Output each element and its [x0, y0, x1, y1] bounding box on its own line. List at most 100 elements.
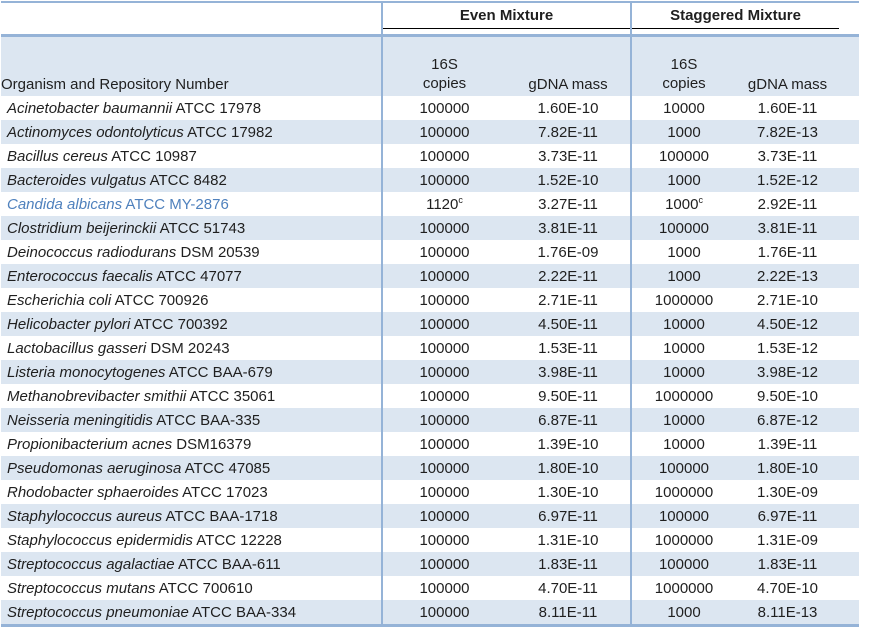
table-row: Candida albicans ATCC MY-2876 1120c 3.27… — [1, 192, 859, 216]
staggered-16s-copies-cell: 1000000 — [630, 384, 736, 408]
even-16s-copies-header: 16S copies — [381, 34, 506, 96]
filler-cell — [839, 528, 859, 552]
even-16s-copies-cell: 100000 — [381, 504, 506, 528]
staggered-16s-copies-cell: 10000 — [630, 408, 736, 432]
copies-label: copies — [422, 75, 467, 92]
table-row: Propionibacterium acnes DSM16379 100000 … — [1, 432, 859, 456]
organism-name: Pseudomonas aeruginosa — [7, 459, 182, 477]
mixture-composition-table: Even Mixture Staggered Mixture Organism … — [1, 1, 859, 627]
repository-number: ATCC 47085 — [184, 459, 271, 477]
even-16s-copies-cell: 100000 — [381, 336, 506, 360]
staggered-gdna-mass-header: gDNA mass — [736, 34, 839, 96]
organism-name: Lactobacillus gasseri — [7, 339, 147, 357]
filler-cell — [839, 96, 859, 120]
staggered-16s-copies-cell: 1000 — [630, 600, 736, 627]
even-gdna-mass-cell: 1.39E-10 — [537, 435, 599, 453]
organism-cell: Deinococcus radiodurans DSM 20539 — [1, 240, 382, 264]
staggered-gdna-mass-cell: 9.50E-10 — [757, 387, 818, 405]
even-16s-copies-cell: 100000 — [381, 456, 506, 480]
filler-cell — [839, 264, 859, 288]
even-gdna-mass-cell: 2.22E-11 — [538, 267, 598, 285]
staggered-gdna-mass-cell: 1.52E-12 — [757, 171, 818, 189]
even-gdna-mass-cell: 4.50E-11 — [538, 315, 598, 333]
staggered-gdna-mass-cell: 4.50E-12 — [757, 315, 818, 333]
staggered-16s-copies-cell: 1000000 — [630, 576, 736, 600]
organism-cell: Staphylococcus aureus ATCC BAA-1718 — [1, 504, 382, 528]
even-16s-copies-cell: 100000 — [381, 576, 506, 600]
filler-cell — [839, 480, 859, 504]
organism-cell: Bacteroides vulgatus ATCC 8482 — [1, 168, 382, 192]
filler-cell — [839, 336, 859, 360]
staggered-16s-copies-cell: 100000 — [630, 144, 736, 168]
repository-number: ATCC MY-2876 — [125, 195, 229, 213]
even-gdna-mass-cell: 1.76E-09 — [537, 243, 599, 261]
staggered-gdna-mass-cell: 1.31E-09 — [757, 531, 818, 549]
even-16s-copies-cell: 100000 — [381, 144, 506, 168]
organism-name: Propionibacterium acnes — [7, 435, 173, 453]
table-row: Escherichia coli ATCC 700926 100000 2.71… — [1, 288, 859, 312]
staggered-16s-copies-cell: 1000 — [630, 168, 736, 192]
staggered-gdna-mass-cell: 1.76E-11 — [757, 243, 818, 261]
organism-name: Clostridium beijerinckii — [7, 219, 157, 237]
group-header-filler — [839, 1, 859, 29]
staggered-16s-copies-cell: 100000 — [630, 504, 736, 528]
organism-cell: Methanobrevibacter smithii ATCC 35061 — [1, 384, 382, 408]
staggered-16s-copies-cell: 10000 — [630, 360, 736, 384]
repository-number: ATCC 8482 — [149, 171, 227, 189]
table-row: Bacteroides vulgatus ATCC 8482 100000 1.… — [1, 168, 859, 192]
organism-name: Deinococcus radiodurans — [7, 243, 177, 261]
table-row: Lactobacillus gasseri DSM 20243 100000 1… — [1, 336, 859, 360]
organism-name: Bacillus cereus — [7, 147, 108, 165]
staggered-mixture-header: Staggered Mixture — [630, 1, 839, 29]
staggered-16s-copies-cell: 10000 — [630, 312, 736, 336]
filler-cell — [839, 240, 859, 264]
staggered-16s-copies-cell: 1000c — [630, 192, 736, 216]
table-row: Rhodobacter sphaeroides ATCC 17023 10000… — [1, 480, 859, 504]
filler-cell — [839, 288, 859, 312]
organism-name: Neisseria meningitidis — [7, 411, 153, 429]
even-16s-copies-cell: 100000 — [381, 96, 506, 120]
organism-cell: Actinomyces odontolyticus ATCC 17982 — [1, 120, 382, 144]
organism-cell: Propionibacterium acnes DSM16379 — [1, 432, 382, 456]
staggered-16s-copies-cell: 1000000 — [630, 528, 736, 552]
group-header-row: Even Mixture Staggered Mixture — [1, 1, 859, 29]
organism-name: Enterococcus faecalis — [7, 267, 153, 285]
organism-cell: Neisseria meningitidis ATCC BAA-335 — [1, 408, 382, 432]
repository-number: DSM16379 — [176, 435, 252, 453]
filler-cell — [839, 360, 859, 384]
staggered-gdna-mass-cell: 2.71E-10 — [757, 291, 818, 309]
even-gdna-mass-cell: 3.98E-11 — [538, 363, 598, 381]
staggered-gdna-mass-cell: 3.73E-11 — [757, 147, 818, 165]
staggered-gdna-mass-cell: 3.98E-12 — [757, 363, 818, 381]
even-gdna-mass-cell: 8.11E-11 — [506, 600, 631, 627]
organism-name: Rhodobacter sphaeroides — [7, 483, 179, 501]
filler-cell — [839, 216, 859, 240]
staggered-gdna-mass-cell: 4.70E-10 — [757, 579, 818, 597]
filler-cell — [839, 408, 859, 432]
even-gdna-mass-cell: 3.27E-11 — [538, 195, 598, 213]
repository-number: ATCC BAA-335 — [156, 411, 261, 429]
organism-cell: Candida albicans ATCC MY-2876 — [1, 192, 382, 216]
table-row: Acinetobacter baumannii ATCC 17978 10000… — [1, 96, 859, 120]
even-gdna-mass-cell: 6.87E-11 — [538, 411, 598, 429]
repository-number: ATCC 12228 — [196, 531, 282, 549]
even-gdna-mass-header: gDNA mass — [506, 34, 631, 96]
organism-name: Acinetobacter baumannii — [7, 99, 173, 117]
organism-name: Staphylococcus epidermidis — [7, 531, 193, 549]
even-gdna-mass-cell: 1.83E-11 — [538, 555, 598, 573]
organism-cell: Pseudomonas aeruginosa ATCC 47085 — [1, 456, 382, 480]
table-body: Acinetobacter baumannii ATCC 17978 10000… — [1, 96, 859, 627]
staggered-16s-copies-cell: 1000 — [630, 120, 736, 144]
repository-number: ATCC 10987 — [111, 147, 197, 165]
staggered-16s-copies-cell: 1000000 — [630, 288, 736, 312]
footnote-marker: c — [458, 194, 463, 205]
staggered-gdna-mass-cell: 2.92E-11 — [757, 195, 818, 213]
header-spacer-row — [1, 28, 859, 36]
even-16s-copies-cell: 100000 — [381, 552, 506, 576]
even-16s-copies-cell: 100000 — [381, 264, 506, 288]
staggered-gdna-mass-cell: 1.80E-10 — [757, 459, 818, 477]
table-row: Enterococcus faecalis ATCC 47077 100000 … — [1, 264, 859, 288]
table-row: Actinomyces odontolyticus ATCC 17982 100… — [1, 120, 859, 144]
repository-number: ATCC 17982 — [187, 123, 273, 141]
even-16s-copies-cell: 100000 — [381, 288, 506, 312]
